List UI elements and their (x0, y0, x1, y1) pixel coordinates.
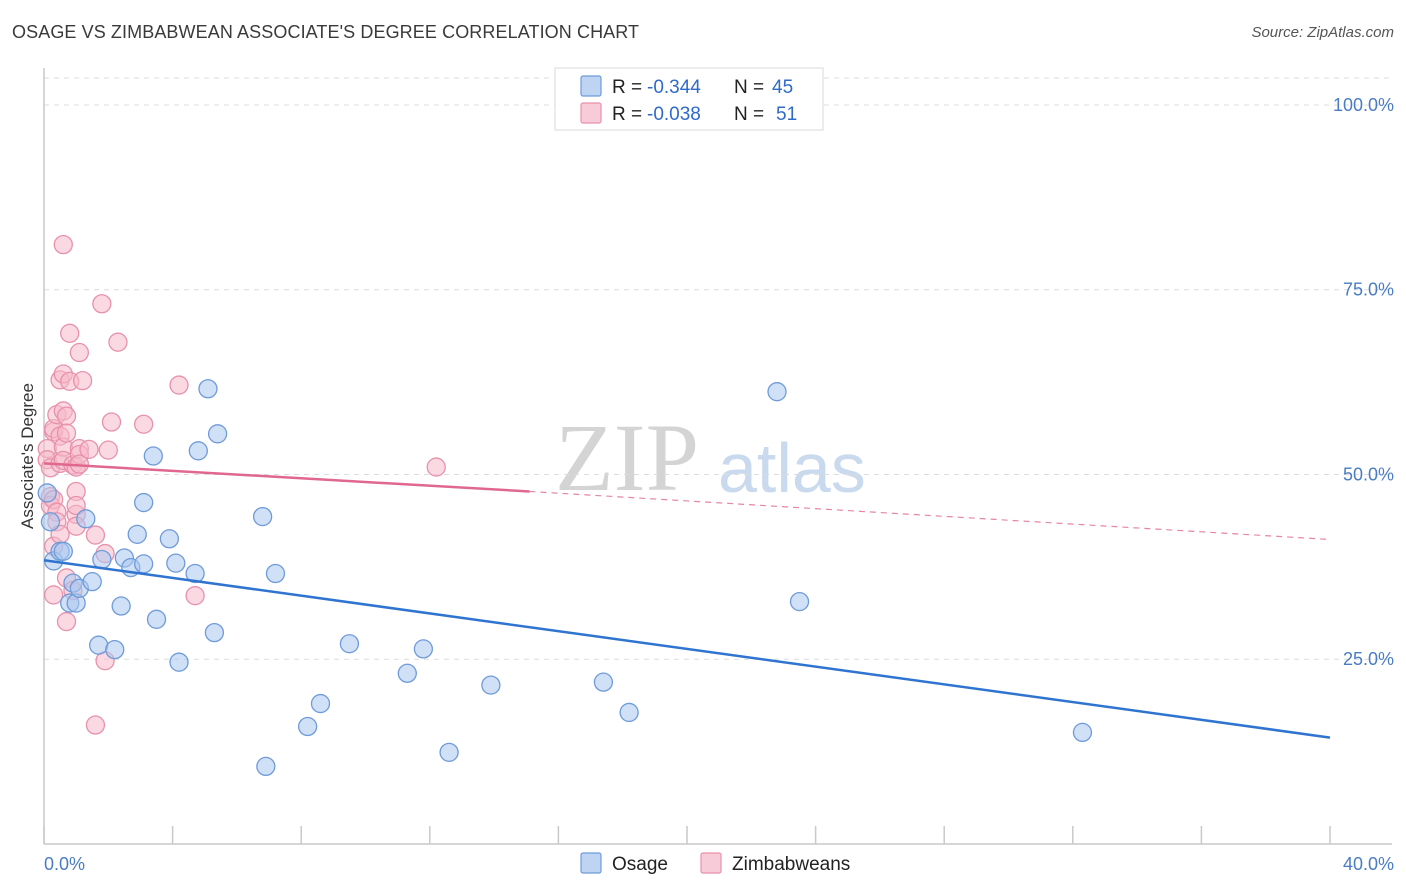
legend-zimbabwean-r-label: R = (612, 104, 642, 125)
osage-point-4 (53, 541, 73, 561)
osage-point-9 (76, 509, 96, 529)
x-tick-label-max: 40.0% (1343, 854, 1394, 874)
y-tick-label-100: 100.0% (1333, 95, 1394, 115)
osage-point-43 (789, 591, 810, 612)
osage-point-21 (146, 609, 167, 629)
y-tick-label-75: 75.0% (1343, 280, 1394, 300)
bottom-legend-osage-swatch (580, 852, 602, 874)
osage-point-1 (40, 512, 61, 532)
osage-point-10 (82, 571, 102, 592)
osage-point-24 (169, 652, 189, 672)
zimbabwean-trend-extension (529, 490, 1331, 541)
correlation-legend: R = -0.344 N = 45 R = -0.038 N = 51 (554, 67, 824, 131)
osage-point-33 (297, 716, 318, 737)
osage-point-18 (134, 554, 154, 574)
osage-point-41 (619, 702, 639, 723)
zimbabwean-point-9 (43, 585, 64, 605)
osage-point-22 (159, 529, 180, 549)
osage-point-37 (413, 639, 434, 659)
osage-point-27 (198, 379, 218, 399)
osage-point-11 (89, 635, 109, 655)
zimbabwean-point-40 (79, 439, 99, 459)
watermark-zip: ZIP (555, 404, 699, 511)
legend-osage-n-label: N = (734, 77, 764, 98)
x-axis-ticks (43, 826, 1331, 844)
osage-point-29 (207, 424, 228, 444)
zimbabwean-point-41 (85, 715, 106, 735)
source-credit: Source: ZipAtlas.com (1251, 24, 1394, 41)
zimbabwean-point-22 (56, 406, 77, 426)
bottom-legend-zimbabwean-swatch (700, 852, 722, 874)
osage-point-28 (204, 622, 225, 643)
osage-trend-line (43, 558, 1331, 739)
osage-point-39 (481, 675, 501, 695)
legend-zimbabwean-swatch (580, 102, 602, 124)
x-tick-label-min: 0.0% (44, 854, 85, 874)
osage-point-44 (1072, 722, 1093, 743)
legend-zimbabwean-n-value: 51 (776, 104, 797, 125)
osage-points (37, 379, 1093, 777)
osage-point-19 (134, 492, 154, 513)
zimbabwean-point-38 (69, 342, 90, 363)
zimbabwean-point-48 (108, 332, 128, 352)
watermark: ZIP atlas (555, 404, 866, 511)
zimbabwean-point-21 (53, 234, 73, 255)
osage-point-32 (265, 563, 286, 584)
osage-point-30 (256, 756, 276, 777)
legend-osage-r-value: -0.344 (647, 77, 701, 98)
osage-point-14 (111, 596, 131, 616)
osage-point-36 (397, 663, 417, 683)
osage-point-34 (310, 693, 331, 714)
zimbabwean-points (37, 234, 446, 735)
zimbabwean-point-26 (60, 323, 80, 343)
zimbabwean-point-50 (169, 375, 189, 395)
zimbabwean-point-51 (185, 586, 205, 606)
legend-osage-r-label: R = (612, 77, 642, 98)
legend-osage-swatch (580, 75, 602, 97)
osage-point-0 (37, 483, 57, 503)
zimbabwean-point-23 (56, 423, 77, 443)
osage-point-12 (92, 549, 112, 570)
osage-point-42 (767, 382, 787, 402)
zimbabwean-point-33 (66, 495, 86, 516)
osage-point-17 (127, 524, 147, 544)
osage-point-38 (439, 742, 459, 763)
zimbabwean-trend-line (43, 462, 530, 493)
osage-point-20 (143, 446, 163, 466)
zimbabwean-point-47 (101, 412, 122, 432)
osage-point-35 (339, 634, 360, 654)
osage-point-40 (593, 672, 614, 692)
zimbabwean-point-42 (85, 525, 106, 545)
zimbabwean-point-46 (98, 440, 118, 460)
osage-point-31 (252, 506, 273, 527)
series-legend: Osage Zimbabweans (580, 852, 850, 875)
osage-point-23 (166, 553, 186, 573)
osage-point-13 (105, 639, 125, 660)
zimbabwean-point-49 (134, 414, 154, 434)
zimbabwean-point-52 (426, 457, 446, 477)
legend-zimbabwean-r-value: -0.038 (647, 104, 701, 125)
y-tick-label-25: 25.0% (1343, 649, 1394, 669)
zimbabwean-point-24 (56, 611, 77, 632)
gridlines (44, 77, 1392, 660)
trend-lines (43, 462, 1331, 739)
zimbabwean-point-39 (72, 370, 93, 391)
y-tick-labels: 25.0% 50.0% 75.0% 100.0% (1333, 95, 1394, 669)
legend-zimbabwean-n-label: N = (734, 104, 764, 125)
osage-point-26 (188, 441, 208, 461)
bottom-legend-osage-label: Osage (612, 854, 668, 875)
watermark-atlas: atlas (718, 429, 866, 507)
y-axis-label: Associate's Degree (18, 383, 37, 529)
zimbabwean-point-43 (92, 294, 112, 314)
chart-title: OSAGE VS ZIMBABWEAN ASSOCIATE'S DEGREE C… (12, 22, 640, 42)
bottom-legend-zimbabwean-label: Zimbabweans (732, 854, 850, 875)
legend-osage-n-value: 45 (772, 77, 793, 98)
y-tick-label-50: 50.0% (1343, 464, 1394, 484)
osage-point-25 (185, 563, 205, 584)
